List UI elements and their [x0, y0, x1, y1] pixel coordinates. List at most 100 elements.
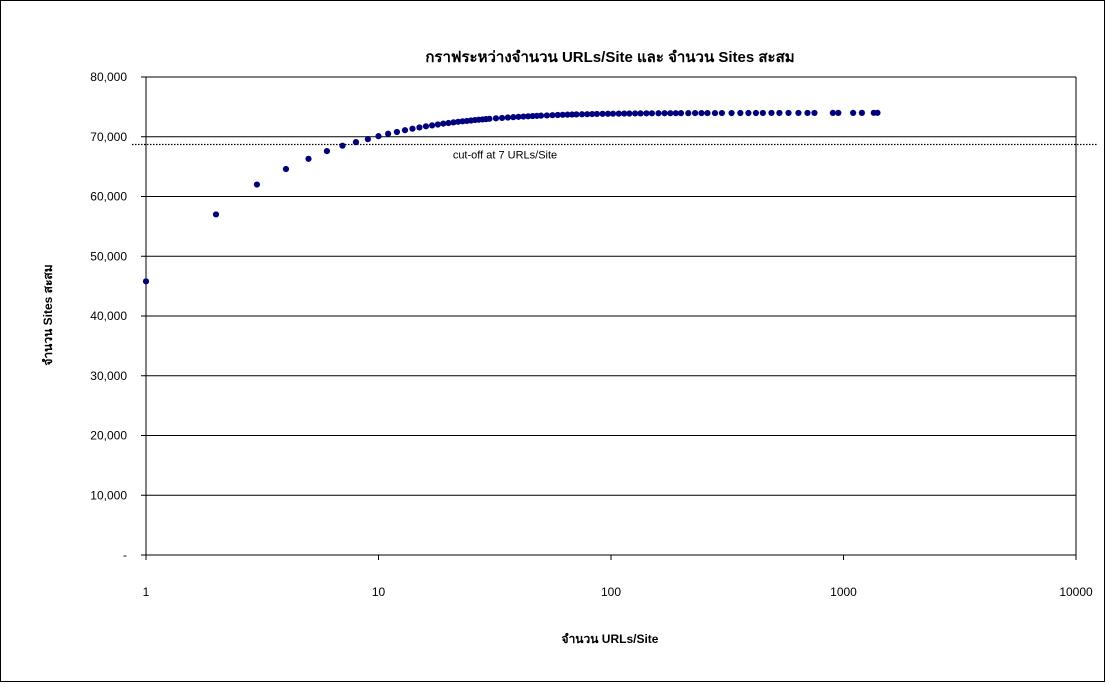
data-point [692, 110, 699, 117]
data-point [795, 109, 802, 117]
data-point [393, 128, 401, 136]
y-tick-label-4: 40,000 [90, 309, 127, 323]
data-point [648, 110, 656, 117]
data-point [573, 111, 580, 118]
data-point [450, 119, 457, 126]
x-tick-label-2: 100 [601, 585, 621, 599]
y-tick-label-1: 10,000 [90, 488, 127, 502]
data-point [661, 110, 668, 117]
y-axis-ticks: - 10,000 20,000 30,000 40,000 50,000 60,000 70,… [90, 70, 146, 562]
data-point [422, 123, 430, 130]
data-point [785, 109, 792, 117]
data-point [667, 110, 674, 117]
y-tick-label-0: - [123, 548, 127, 562]
data-point [525, 113, 532, 120]
data-point [835, 109, 842, 116]
data-point [385, 130, 392, 137]
data-point [282, 165, 290, 173]
x-axis-ticks: 1 10 100 1000 10000 [143, 555, 1093, 599]
data-point [737, 109, 744, 117]
data-point [811, 109, 818, 117]
data-point [677, 110, 685, 117]
data-point [704, 109, 711, 117]
data-point [599, 110, 606, 117]
data-point [559, 111, 566, 118]
data-point [520, 113, 527, 120]
data-point [609, 110, 617, 117]
data-point [829, 109, 836, 117]
data-point [428, 122, 436, 129]
data-point [537, 112, 545, 119]
data-point [568, 111, 576, 118]
data-point [728, 109, 735, 117]
data-points [142, 109, 881, 285]
data-point [698, 110, 705, 117]
data-point [615, 110, 622, 117]
data-point [504, 114, 511, 121]
chart-title: กราฟระหว่างจำนวน URLs/Site และ จำนวน Sit… [425, 49, 794, 66]
data-point [858, 109, 866, 116]
data-point [589, 110, 596, 118]
y-tick-label-8: 80,000 [90, 70, 127, 84]
data-point [804, 109, 811, 117]
data-point [543, 112, 550, 119]
data-point [745, 109, 752, 117]
data-point [626, 110, 633, 117]
x-tick-label-0: 1 [143, 585, 150, 599]
x-axis-title: จำนวน URLs/Site [562, 632, 659, 646]
data-point [554, 111, 561, 119]
data-point [752, 109, 760, 117]
y-tick-label-7: 70,000 [90, 130, 127, 144]
data-point [498, 114, 506, 122]
data-point [685, 110, 692, 117]
gridlines [146, 76, 1076, 496]
y-axis-title: จำนวน Sites สะสม [41, 264, 55, 365]
data-point [621, 110, 628, 117]
data-point [445, 119, 452, 127]
data-point [253, 181, 261, 188]
data-point [776, 109, 783, 117]
data-point [339, 142, 346, 149]
data-point [486, 115, 493, 122]
cutoff-label: cut-off at 7 URLs/Site [453, 150, 557, 162]
data-point [604, 110, 612, 117]
data-point [593, 110, 601, 118]
data-point [305, 155, 312, 162]
data-point [515, 113, 522, 120]
data-point [455, 118, 462, 125]
y-tick-label-6: 60,000 [90, 190, 127, 204]
data-point [323, 147, 331, 155]
y-tick-label-5: 50,000 [90, 249, 127, 263]
data-point [655, 110, 662, 117]
data-point [364, 136, 371, 143]
data-point [409, 125, 416, 132]
data-point [643, 110, 650, 117]
y-tick-label-2: 20,000 [90, 429, 127, 443]
data-point [212, 211, 220, 218]
data-point [416, 124, 423, 131]
data-point [768, 109, 775, 117]
data-point [549, 112, 556, 119]
data-point [352, 139, 360, 146]
data-point [874, 109, 881, 116]
x-tick-label-3: 1000 [830, 585, 857, 599]
data-point [759, 109, 766, 117]
x-tick-label-4: 10000 [1059, 585, 1093, 599]
data-point [850, 109, 857, 116]
data-point [711, 109, 719, 117]
data-point [718, 109, 726, 117]
data-point [637, 110, 644, 117]
data-point [440, 120, 447, 127]
data-point [434, 121, 441, 128]
data-point [492, 115, 500, 122]
x-tick-label-1: 10 [372, 585, 386, 599]
data-point [375, 133, 382, 140]
data-point [672, 110, 679, 117]
data-point [584, 111, 591, 118]
y-tick-label-3: 30,000 [90, 369, 127, 383]
data-point [632, 110, 639, 117]
data-point [510, 114, 517, 121]
data-point [142, 278, 150, 285]
